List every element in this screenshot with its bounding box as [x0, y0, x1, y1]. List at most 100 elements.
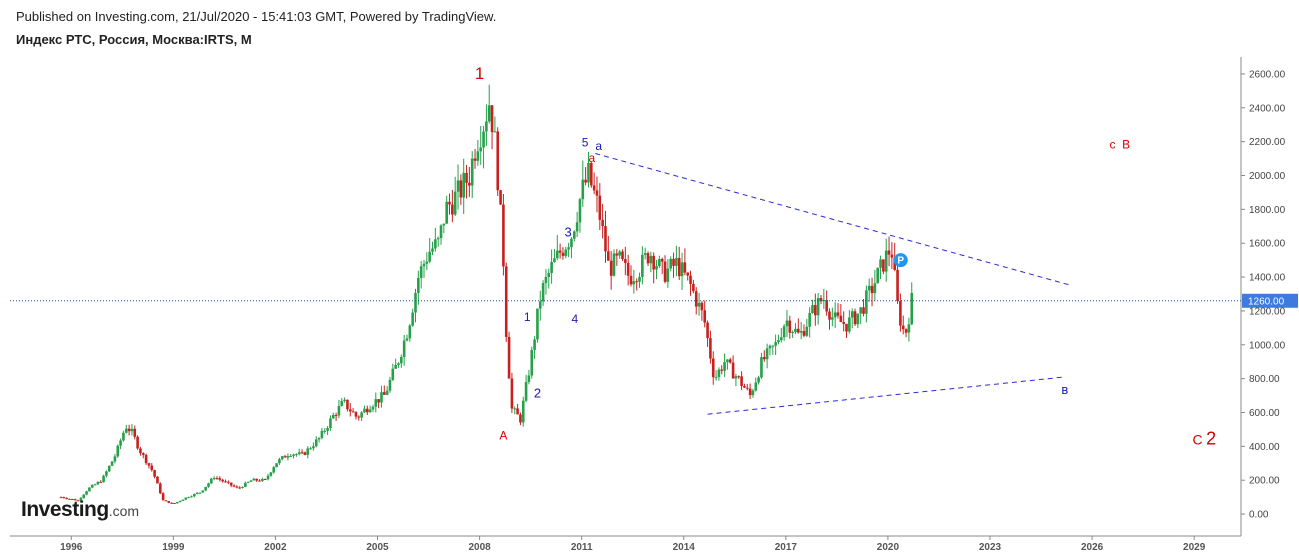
candle-body: [380, 392, 383, 403]
y-tick-label: 2400.00: [1249, 103, 1286, 114]
candle-body: [300, 452, 304, 454]
candle-body: [731, 362, 735, 379]
candle-body: [819, 298, 823, 302]
candle-body: [524, 381, 528, 401]
candle-body: [235, 486, 239, 488]
candle-body: [283, 456, 287, 458]
candle-body: [788, 320, 792, 333]
x-tick-label: 2017: [775, 542, 798, 553]
candle-body: [133, 428, 137, 437]
candle-body: [850, 311, 854, 318]
candle-body: [570, 238, 573, 248]
candle-body: [195, 492, 199, 494]
candle-body: [621, 251, 624, 260]
trend-line: [707, 376, 1065, 415]
pivot-marker-label: P: [897, 256, 904, 267]
candle-body: [635, 281, 638, 283]
candle-body: [113, 456, 117, 462]
candle-body: [669, 258, 673, 269]
candle-body: [425, 261, 429, 264]
candle-body: [252, 478, 256, 481]
candle-body: [229, 482, 233, 486]
candle-body: [768, 345, 772, 349]
candle-body: [320, 430, 324, 438]
y-tick-label: 600.00: [1249, 408, 1280, 419]
y-tick-label: 1200.00: [1249, 306, 1286, 317]
wave-label: 4: [572, 312, 579, 326]
candle-body: [867, 285, 871, 291]
y-tick-label: 1800.00: [1249, 205, 1286, 216]
candle-body: [890, 254, 894, 258]
candle-body: [646, 253, 650, 264]
candle-body: [740, 376, 743, 386]
candle-body: [309, 448, 312, 450]
candle-body: [859, 307, 862, 314]
x-tick-label: 2026: [1081, 542, 1104, 553]
candle-body: [428, 251, 431, 262]
candle-body: [275, 463, 278, 468]
candle-body: [697, 302, 701, 307]
symbol-title: Индекс РТС, Россия, Москва:IRTS, M: [16, 32, 252, 47]
candle-body: [394, 364, 397, 369]
candle-body: [828, 311, 831, 320]
candle-body: [295, 454, 298, 456]
candle-body: [164, 500, 168, 502]
candle-body: [249, 480, 253, 482]
candle-body: [564, 249, 568, 256]
candle-body: [615, 253, 619, 256]
candle-body: [439, 225, 443, 239]
candle-body: [833, 312, 837, 318]
x-tick-label: 2008: [468, 542, 491, 553]
candle-body: [224, 481, 227, 483]
candle-body: [326, 428, 329, 431]
candle-body: [882, 259, 885, 272]
candle-body: [331, 414, 335, 419]
candle-body: [655, 265, 658, 270]
candle-body: [581, 179, 585, 200]
candle-body: [85, 491, 88, 495]
candle-body: [107, 465, 111, 472]
x-tick-label: 1996: [60, 542, 83, 553]
candle-body: [181, 499, 185, 501]
x-tick-label: 2014: [673, 542, 696, 553]
candle-body: [161, 493, 165, 501]
candle-body: [519, 414, 522, 423]
candle-body: [700, 302, 704, 311]
candle-body: [618, 251, 621, 256]
y-tick-label: 1400.00: [1249, 273, 1286, 284]
candle-body: [550, 262, 553, 273]
candle-body: [791, 332, 794, 334]
axis-ticks: 0.00 200.00 400.00 600.00 800.00 1000.00 1200.…: [60, 69, 1285, 553]
candle-body: [473, 158, 477, 161]
candle-body: [323, 430, 327, 432]
candle-body: [130, 428, 134, 432]
candle-body: [354, 412, 358, 417]
candle-body: [663, 261, 667, 282]
candle-body: [88, 487, 91, 492]
candle-body: [692, 283, 695, 292]
candle-body: [607, 251, 610, 261]
y-tick-label: 800.00: [1249, 374, 1280, 385]
candle-body: [178, 500, 182, 502]
candle-body: [397, 363, 400, 365]
candle-body: [385, 390, 389, 395]
candle-body: [400, 356, 403, 364]
candle-body: [714, 377, 718, 379]
candle-body: [124, 428, 128, 433]
y-tick-label: 200.00: [1249, 476, 1280, 487]
candle-body: [269, 472, 273, 476]
candle-body: [442, 223, 446, 226]
candle-body: [748, 388, 752, 396]
candle-body: [541, 283, 545, 302]
candle-body: [59, 497, 63, 499]
candle-body: [68, 498, 71, 500]
candle-body: [745, 387, 749, 389]
wave-label: A: [499, 429, 507, 443]
candle-body: [184, 497, 188, 500]
candle-body: [408, 325, 412, 339]
candle-body: [836, 312, 840, 316]
candle-body: [263, 478, 267, 480]
candle-body: [853, 311, 857, 325]
candle-body: [717, 369, 721, 378]
